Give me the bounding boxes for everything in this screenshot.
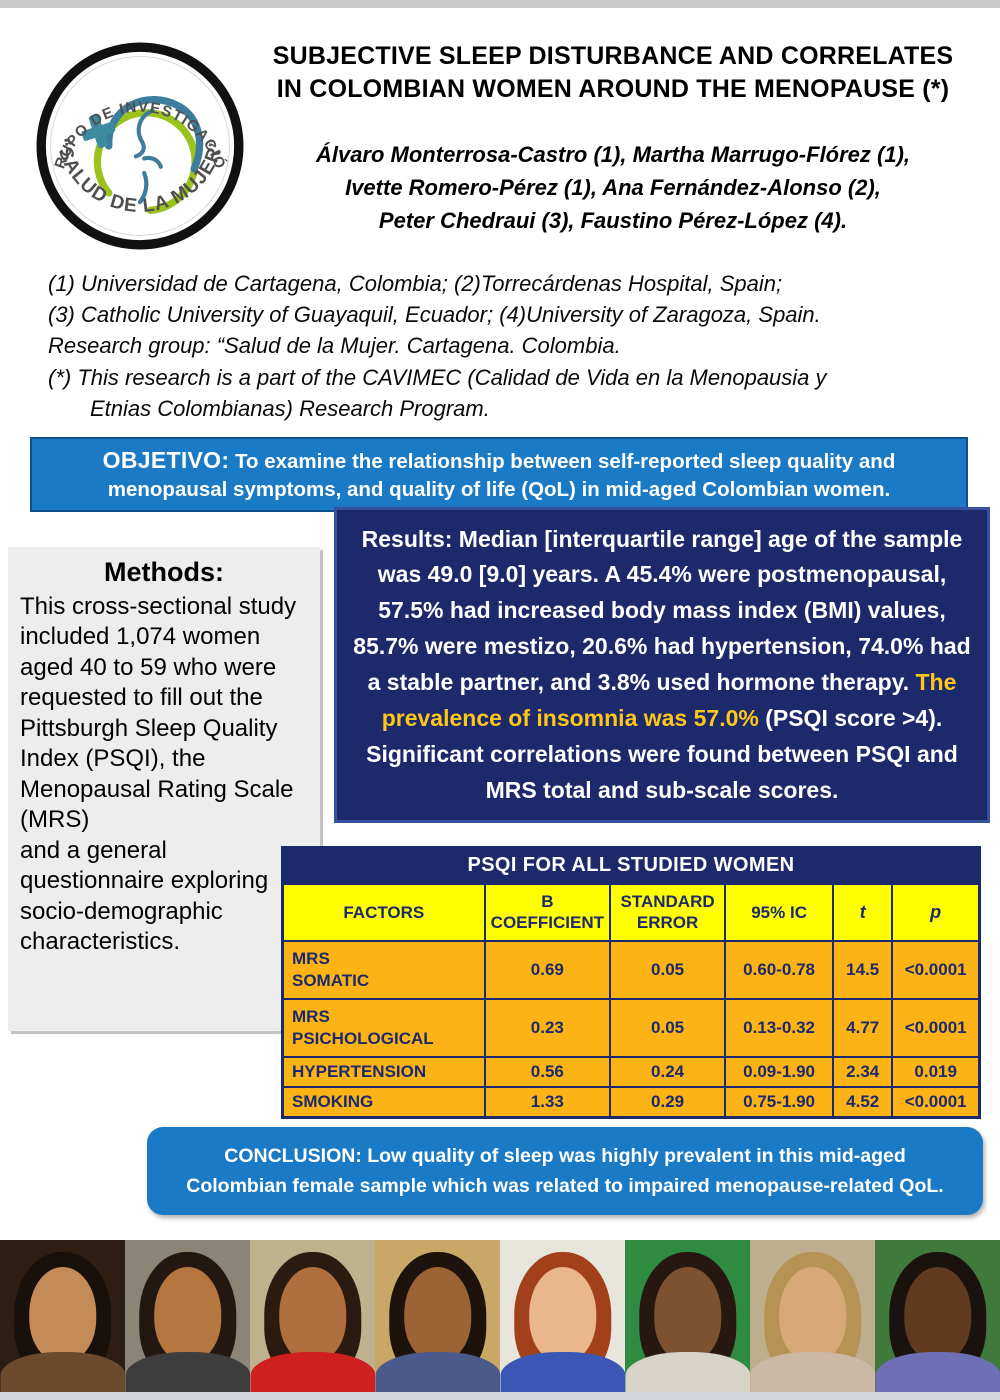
p-cell: <0.0001 <box>891 997 981 1058</box>
affiliation-line-2: (3) Catholic University of Guayaquil, Ec… <box>48 302 821 328</box>
woman-photo-5 <box>500 1240 625 1392</box>
t-cell: 14.5 <box>832 939 894 1000</box>
t-cell: 4.52 <box>832 1085 894 1119</box>
woman-photo-7 <box>750 1240 875 1392</box>
ic-cell: 0.60-0.78 <box>724 939 835 1000</box>
p-cell: <0.0001 <box>891 1085 981 1119</box>
factor-cell: SMOKING <box>281 1085 486 1119</box>
photo-shoulders-shape <box>0 1352 125 1392</box>
se-cell: 0.24 <box>609 1055 727 1088</box>
b-cell: 1.33 <box>483 1085 612 1119</box>
photo-shoulders-shape <box>125 1352 250 1392</box>
table-header-row: FACTORS B COEFFICIENT STANDARD ERROR 95%… <box>281 882 981 942</box>
photo-shoulders-shape <box>375 1352 500 1392</box>
authors-block: Álvaro Monterrosa-Castro (1), Martha Mar… <box>238 138 988 237</box>
title-line-2: IN COLOMBIAN WOMEN AROUND THE MENOPAUSE … <box>276 74 950 103</box>
ic-cell: 0.75-1.90 <box>724 1085 835 1119</box>
affiliations-block: (1) Universidad de Cartagena, Colombia; … <box>48 268 968 424</box>
affiliation-line-1: (1) Universidad de Cartagena, Colombia; … <box>48 271 783 296</box>
authors-line-2: Ivette Romero-Pérez (1), Ana Fernández-A… <box>345 175 881 200</box>
poster-title: SUBJECTIVE SLEEP DISTURBANCE AND CORRELA… <box>238 40 988 105</box>
ic-cell: 0.13-0.32 <box>724 997 835 1058</box>
column-header-95-ic: 95% IC <box>724 882 835 942</box>
column-header-standard-error: STANDARD ERROR <box>609 882 727 942</box>
woman-photo-8 <box>875 1240 1000 1392</box>
se-cell: 0.29 <box>609 1085 727 1119</box>
objective-label: OBJETIVO: <box>102 447 230 473</box>
p-cell: 0.019 <box>891 1055 981 1088</box>
affiliation-line-5: Etnias Colombianas) Research Program. <box>90 395 490 421</box>
objective-text: To examine the relationship between self… <box>107 450 896 502</box>
column-header-t: t <box>832 882 894 942</box>
photo-face-shape <box>403 1267 472 1362</box>
b-cell: 0.23 <box>483 997 612 1058</box>
t-cell: 4.77 <box>832 997 894 1058</box>
woman-photo-3 <box>250 1240 375 1392</box>
objective-banner: OBJETIVO: To examine the relationship be… <box>30 437 968 512</box>
photo-face-shape <box>28 1267 97 1362</box>
woman-photo-6 <box>625 1240 750 1392</box>
woman-photo-2 <box>125 1240 250 1392</box>
factor-cell: MRS SOMATIC <box>281 939 486 1000</box>
conclusion-text: CONCLUSION: Low quality of sleep was hig… <box>186 1145 944 1198</box>
women-photo-strip <box>0 1240 1000 1392</box>
se-cell: 0.05 <box>609 939 727 1000</box>
results-segment-2: (PSQI score >4). Significant correlation… <box>366 704 958 803</box>
authors-line-1: Álvaro Monterrosa-Castro (1), Martha Mar… <box>315 142 911 167</box>
photo-shoulders-shape <box>250 1352 375 1392</box>
photo-face-shape <box>653 1267 722 1362</box>
column-header-p: p <box>891 882 981 942</box>
logo-svg: GRUPO DE INVESTIGACIÓN “SALUD DE LA MUJE… <box>30 29 244 250</box>
title-line-1: SUBJECTIVE SLEEP DISTURBANCE AND CORRELA… <box>272 42 954 70</box>
factor-cell: MRS PSICHOLOGICAL <box>281 997 486 1058</box>
table-row: SMOKING 1.33 0.29 0.75-1.90 4.52 <0.0001 <box>281 1085 981 1119</box>
affiliation-line-3: Research group: “Salud de la Mujer. Cart… <box>48 333 621 359</box>
b-cell: 0.56 <box>483 1055 612 1088</box>
results-section: Results: Median [interquartile range] ag… <box>334 507 990 823</box>
photo-face-shape <box>528 1267 597 1362</box>
photo-face-shape <box>778 1267 847 1362</box>
top-edge-bar <box>0 0 1000 8</box>
photo-shoulders-shape <box>750 1352 875 1392</box>
table-row: HYPERTENSION 0.56 0.24 0.09-1.90 2.34 0.… <box>281 1055 981 1088</box>
t-cell: 2.34 <box>832 1055 894 1088</box>
authors-line-3: Peter Chedraui (3), Faustino Pérez-López… <box>378 208 848 233</box>
column-header-b-coefficient: B COEFFICIENT <box>483 882 612 942</box>
cross-icon <box>81 114 116 149</box>
methods-section: Methods: This cross-sectional study incl… <box>8 547 320 1031</box>
psqi-regression-table: PSQI FOR ALL STUDIED WOMEN FACTORS B COE… <box>281 846 981 1120</box>
photo-face-shape <box>153 1267 222 1362</box>
b-cell: 0.69 <box>483 939 612 1000</box>
photo-shoulders-shape <box>500 1352 625 1392</box>
methods-body: This cross-sectional study included 1,07… <box>20 593 297 956</box>
research-group-logo-icon: GRUPO DE INVESTIGACIÓN “SALUD DE LA MUJE… <box>30 29 244 250</box>
p-cell: <0.0001 <box>891 939 981 1000</box>
bottom-edge-bar <box>0 1392 1000 1400</box>
column-header-factors: FACTORS <box>281 882 486 942</box>
se-cell: 0.05 <box>609 997 727 1058</box>
results-segment-1: Results: Median [interquartile range] ag… <box>353 525 971 696</box>
photo-face-shape <box>278 1267 347 1362</box>
photo-shoulders-shape <box>875 1352 1000 1392</box>
table-row: MRS SOMATIC 0.69 0.05 0.60-0.78 14.5 <0.… <box>281 939 981 1000</box>
woman-photo-4 <box>375 1240 500 1392</box>
affiliation-line-4: (*) This research is a part of the CAVIM… <box>48 364 827 390</box>
table-title: PSQI FOR ALL STUDIED WOMEN <box>281 846 981 882</box>
results-segment-highlight: The prevalence of insomnia was 57.0% <box>381 669 957 731</box>
methods-heading: Methods: <box>104 557 224 587</box>
results-text: Results: Median [interquartile range] ag… <box>349 522 975 809</box>
photo-face-shape <box>903 1267 972 1362</box>
woman-photo-1 <box>0 1240 125 1392</box>
factor-cell: HYPERTENSION <box>281 1055 486 1088</box>
photo-shoulders-shape <box>625 1352 750 1392</box>
table-row: MRS PSICHOLOGICAL 0.23 0.05 0.13-0.32 4.… <box>281 997 981 1058</box>
conclusion-banner: CONCLUSION: Low quality of sleep was hig… <box>147 1127 983 1216</box>
ic-cell: 0.09-1.90 <box>724 1055 835 1088</box>
